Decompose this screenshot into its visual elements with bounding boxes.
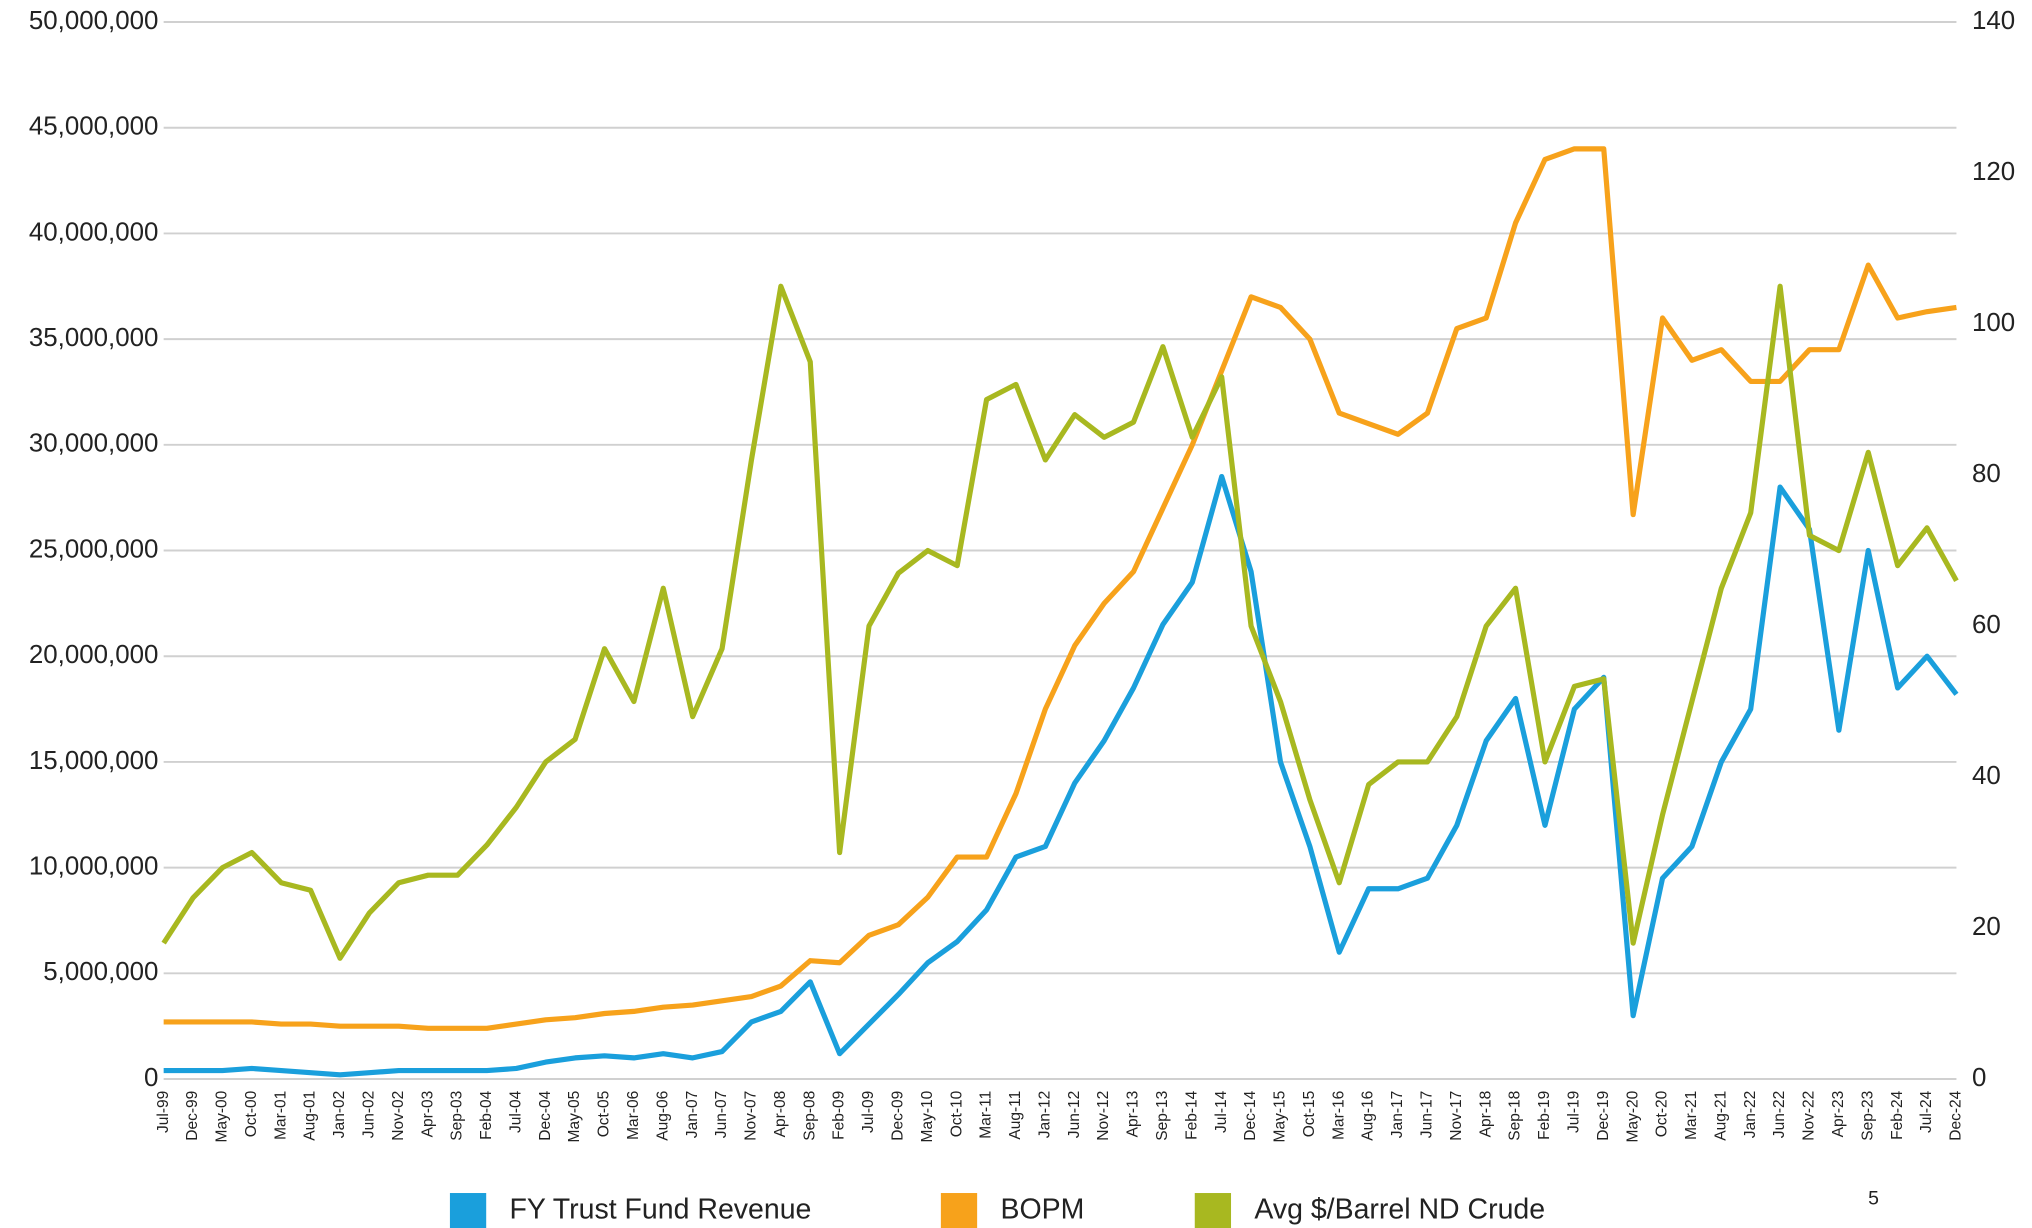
x-tick-label: Mar-06 — [625, 1091, 642, 1140]
x-tick-label: Oct-00 — [243, 1090, 260, 1137]
series-line — [161, 283, 1959, 961]
legend-swatch — [1194, 1193, 1232, 1228]
legend-item: Avg $/Barrel ND Crude — [1194, 1193, 1545, 1228]
x-tick-label: Nov-22 — [1801, 1091, 1818, 1141]
x-tick-label: Jun-12 — [1066, 1091, 1083, 1139]
x-tick-label: May-15 — [1272, 1091, 1289, 1143]
x-tick-label: Mar-01 — [272, 1091, 289, 1140]
x-tick-label: Jun-02 — [360, 1091, 377, 1139]
y2-tick-label: 0 — [1972, 1064, 1986, 1092]
x-tick-label: Aug-11 — [1007, 1091, 1024, 1140]
x-tick-label: Jul-99 — [155, 1091, 172, 1133]
x-tick-label: Jun-22 — [1771, 1091, 1788, 1139]
x-tick-label: Feb-14 — [1183, 1090, 1200, 1140]
y-tick-label: 5,000,000 — [43, 958, 158, 986]
x-tick-label: Nov-07 — [743, 1091, 760, 1141]
y2-tick-label: 100 — [1972, 309, 2015, 337]
x-tick-label: Oct-05 — [596, 1091, 613, 1138]
y-tick-label: 50,000,000 — [29, 7, 159, 35]
x-tick-label: Sep-23 — [1859, 1091, 1876, 1141]
y-tick-label: 40,000,000 — [29, 218, 159, 246]
x-tick-label: Dec-04 — [537, 1090, 554, 1140]
x-tick-label: Dec-99 — [184, 1091, 201, 1141]
x-tick-label: Aug-21 — [1712, 1091, 1729, 1141]
x-tick-label: Oct-20 — [1654, 1090, 1671, 1137]
y2-tick-label: 40 — [1972, 762, 2001, 790]
x-tick-label: Jul-04 — [507, 1090, 524, 1133]
legend-label: Avg $/Barrel ND Crude — [1254, 1194, 1545, 1226]
x-tick-label: Sep-08 — [801, 1091, 818, 1141]
x-tick-label: May-20 — [1624, 1090, 1641, 1142]
x-tick-label: Jul-14 — [1213, 1090, 1230, 1133]
x-tick-label: Jan-02 — [331, 1091, 348, 1139]
x-tick-label: Oct-10 — [948, 1090, 965, 1137]
x-tick-label: Sep-13 — [1154, 1091, 1171, 1141]
y2-tick-label: 80 — [1972, 460, 2001, 488]
x-tick-label: Feb-04 — [478, 1090, 495, 1140]
x-tick-label: May-05 — [566, 1091, 583, 1143]
x-tick-label: Apr-13 — [1125, 1091, 1142, 1138]
x-tick-label: Nov-17 — [1448, 1091, 1465, 1141]
y2-tick-label: 20 — [1972, 913, 2001, 941]
y-tick-label: 35,000,000 — [29, 324, 159, 352]
x-tick-label: Mar-16 — [1330, 1091, 1347, 1140]
y2-tick-label: 60 — [1972, 611, 2001, 639]
x-tick-label: Sep-18 — [1507, 1091, 1524, 1141]
x-tick-label: May-00 — [214, 1090, 231, 1142]
x-tick-label: Jul-09 — [860, 1091, 877, 1133]
x-tick-label: Feb-09 — [831, 1091, 848, 1140]
x-tick-label: Nov-12 — [1095, 1091, 1112, 1141]
x-tick-label: Jun-07 — [713, 1091, 730, 1139]
x-tick-label: Jul-24 — [1918, 1090, 1935, 1133]
y-tick-label: 20,000,000 — [29, 641, 159, 669]
x-tick-label: Oct-15 — [1301, 1091, 1318, 1138]
y-tick-label: 0 — [144, 1064, 158, 1092]
x-tick-label: Jan-12 — [1036, 1091, 1053, 1139]
legend-label: BOPM — [1000, 1194, 1084, 1226]
x-tick-label: Mar-21 — [1683, 1091, 1700, 1140]
x-tick-label: Feb-19 — [1536, 1091, 1553, 1140]
x-tick-label: Jan-22 — [1742, 1091, 1759, 1139]
x-tick-label: Jan-17 — [1389, 1091, 1406, 1139]
x-tick-label: Sep-03 — [449, 1091, 466, 1141]
x-tick-label: Apr-18 — [1477, 1091, 1494, 1138]
legend-item: FY Trust Fund Revenue — [449, 1193, 812, 1228]
y-tick-label: 15,000,000 — [29, 747, 159, 775]
series-line — [163, 146, 1957, 1031]
x-tick-label: Dec-24 — [1948, 1090, 1965, 1140]
y2-tick-label: 140 — [1972, 7, 2015, 35]
x-tick-label: May-10 — [919, 1090, 936, 1142]
page-number: 5 — [1868, 1188, 1879, 1210]
y-tick-label: 30,000,000 — [29, 430, 159, 458]
y-tick-label: 25,000,000 — [29, 535, 159, 563]
x-tick-label: Apr-03 — [419, 1091, 436, 1138]
x-tick-label: Aug-16 — [1360, 1091, 1377, 1141]
series-line — [163, 473, 1959, 1078]
y-tick-label: 10,000,000 — [29, 852, 159, 880]
x-tick-label: Dec-14 — [1242, 1090, 1259, 1140]
x-tick-label: Mar-11 — [978, 1091, 995, 1139]
x-tick-label: Jan-07 — [684, 1091, 701, 1139]
legend-label: FY Trust Fund Revenue — [510, 1194, 812, 1226]
x-tick-label: Dec-09 — [890, 1091, 907, 1141]
x-tick-label: Aug-01 — [302, 1091, 319, 1141]
legend-item: BOPM — [940, 1193, 1084, 1228]
legend-swatch — [940, 1193, 978, 1228]
x-tick-label: Apr-08 — [772, 1091, 789, 1138]
x-tick-label: Apr-23 — [1830, 1091, 1847, 1138]
x-tick-label: Dec-19 — [1595, 1091, 1612, 1141]
legend-swatch — [449, 1193, 487, 1228]
x-tick-label: Jul-19 — [1565, 1091, 1582, 1133]
y-tick-label: 45,000,000 — [29, 113, 159, 141]
x-tick-label: Aug-06 — [654, 1091, 671, 1141]
x-tick-label: Nov-02 — [390, 1091, 407, 1141]
x-tick-label: Feb-24 — [1889, 1090, 1906, 1140]
x-tick-label: Jun-17 — [1419, 1091, 1436, 1139]
y2-tick-label: 120 — [1972, 158, 2015, 186]
